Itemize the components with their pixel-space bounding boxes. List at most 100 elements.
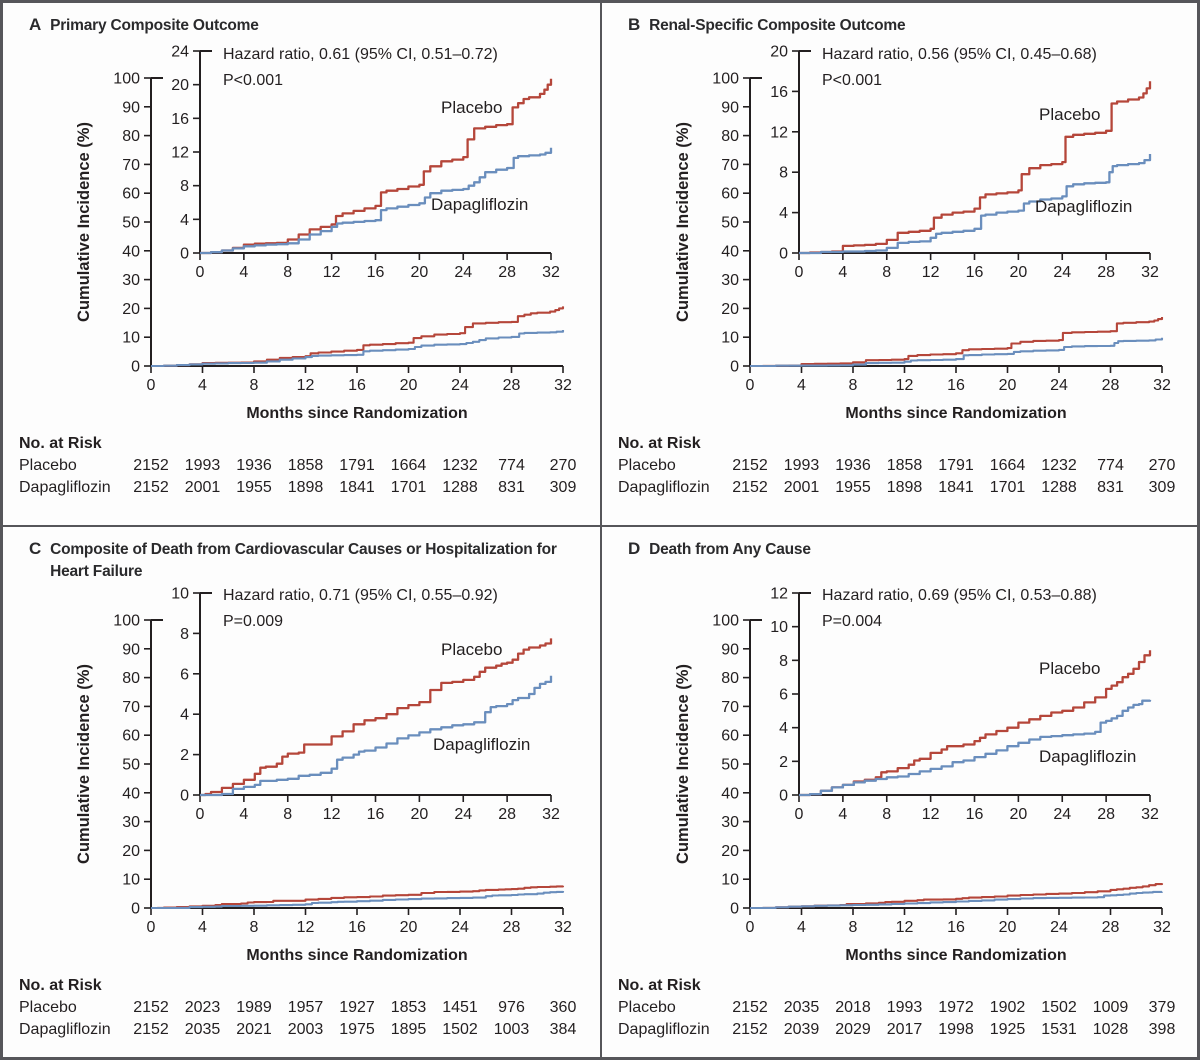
no-at-risk-value: 1232 — [442, 457, 478, 474]
main-y-tick-label: 60 — [721, 186, 739, 203]
no-at-risk-value: 2039 — [784, 1021, 820, 1038]
no-at-risk-value: 398 — [1149, 1021, 1176, 1038]
inset-y-tick-label: 8 — [779, 653, 788, 670]
main-y-tick-label: 100 — [712, 71, 739, 88]
no-at-risk-row-label: Dapagliflozin — [19, 479, 111, 496]
no-at-risk-value: 1664 — [391, 457, 427, 474]
inset-x-tick-label: 28 — [1097, 264, 1115, 281]
no-at-risk-value: 2152 — [133, 479, 169, 496]
main-y-tick-label: 80 — [122, 128, 140, 145]
inset-x-tick-label: 24 — [1053, 806, 1071, 823]
panel-a: A Primary Composite Outcome 0 10 20 30 40 50 6… — [3, 3, 600, 525]
main-x-tick-label: 28 — [503, 377, 521, 394]
no-at-risk-value: 831 — [498, 479, 525, 496]
no-at-risk-value: 2001 — [784, 479, 820, 496]
x-axis-label: Months since Randomization — [246, 405, 467, 422]
inset-x-tick-label: 12 — [323, 264, 341, 281]
main-x-tick-label: 8 — [849, 377, 858, 394]
main-y-tick-label: 30 — [721, 814, 739, 831]
hazard-ratio-annotation: Hazard ratio, 0.56 (95% CI, 0.45–0.68) — [822, 46, 1097, 63]
main-y-tick-label: 10 — [122, 872, 140, 889]
no-at-risk-value: 2018 — [835, 999, 871, 1016]
panel-a-title-text: Primary Composite Outcome — [50, 17, 259, 34]
main-y-tick-label: 60 — [122, 186, 140, 203]
no-at-risk-value: 1989 — [236, 999, 272, 1016]
no-at-risk-value: 2152 — [732, 999, 768, 1016]
inset-x-tick-label: 32 — [1141, 806, 1159, 823]
no-at-risk-value: 1955 — [236, 479, 272, 496]
panel-c-letter: C — [29, 539, 42, 558]
dapagliflozin-curve-label: Dapagliflozin — [1035, 197, 1132, 216]
main-y-tick-label: 20 — [721, 301, 739, 318]
main-x-tick-label: 32 — [554, 377, 572, 394]
inset-x-tick-label: 0 — [795, 806, 804, 823]
no-at-risk-value: 976 — [498, 999, 525, 1016]
inset-x-tick-label: 4 — [239, 806, 248, 823]
inset-x-tick-label: 4 — [838, 806, 847, 823]
no-at-risk-value: 1841 — [339, 479, 375, 496]
inset-y-tick-label: 10 — [171, 586, 189, 603]
main-x-tick-label: 4 — [797, 377, 806, 394]
placebo-curve-main — [151, 885, 565, 910]
main-x-tick-label: 12 — [297, 377, 315, 394]
no-at-risk-value: 1288 — [442, 479, 478, 496]
main-y-tick-label: 70 — [721, 157, 739, 174]
no-at-risk-value: 1858 — [887, 457, 923, 474]
no-at-risk-value: 1972 — [938, 999, 974, 1016]
inset-y-tick-label: 20 — [171, 77, 189, 94]
inset-x-tick-label: 20 — [410, 806, 428, 823]
inset-x-tick-label: 20 — [1009, 264, 1027, 281]
placebo-curve-inset — [200, 638, 553, 797]
main-x-tick-label: 24 — [451, 919, 469, 936]
main-x-tick-label: 24 — [1050, 919, 1068, 936]
no-at-risk-value: 2035 — [185, 1021, 221, 1038]
no-at-risk-value: 1853 — [391, 999, 427, 1016]
main-x-tick-label: 28 — [1102, 377, 1120, 394]
no-at-risk-value: 1531 — [1041, 1021, 1077, 1038]
dapagliflozin-curve-inset — [200, 147, 553, 255]
inset-y-tick-label: 8 — [779, 165, 788, 182]
panel-d-letter: D — [628, 539, 641, 558]
main-y-tick-label: 50 — [122, 757, 140, 774]
inset-x-tick-label: 0 — [795, 264, 804, 281]
no-at-risk-value: 2152 — [732, 479, 768, 496]
no-at-risk-row-label: Placebo — [618, 999, 676, 1016]
main-y-tick-label: 10 — [721, 872, 739, 889]
main-x-tick-label: 24 — [451, 377, 469, 394]
no-at-risk-value: 774 — [1097, 457, 1124, 474]
main-y-tick-label: 20 — [122, 843, 140, 860]
x-axis-label: Months since Randomization — [845, 947, 1066, 964]
inset-x-tick-label: 8 — [882, 806, 891, 823]
inset-y-tick-label: 24 — [171, 44, 189, 61]
no-at-risk-value: 831 — [1097, 479, 1124, 496]
main-y-tick-label: 70 — [122, 157, 140, 174]
main-y-tick-label: 40 — [122, 785, 140, 802]
no-at-risk-value: 1898 — [887, 479, 923, 496]
x-axis-label: Months since Randomization — [845, 405, 1066, 422]
main-x-tick-label: 0 — [746, 377, 755, 394]
main-x-tick-label: 16 — [348, 377, 366, 394]
inset-x-tick-label: 12 — [922, 806, 940, 823]
no-at-risk-row-label: Dapagliflozin — [618, 1021, 710, 1038]
placebo-curve-label: Placebo — [1039, 105, 1100, 124]
dapagliflozin-curve-main — [750, 890, 1164, 910]
inset-y-tick-label: 8 — [180, 626, 189, 643]
main-y-tick-label: 30 — [122, 814, 140, 831]
no-at-risk-value: 1957 — [288, 999, 324, 1016]
main-y-tick-label: 0 — [131, 901, 140, 918]
no-at-risk-row-label: Dapagliflozin — [618, 479, 710, 496]
inset-y-tick-label: 0 — [779, 788, 788, 805]
inset-x-tick-label: 32 — [542, 264, 560, 281]
no-at-risk-value: 1502 — [442, 1021, 478, 1038]
dapagliflozin-curve-main — [151, 330, 565, 368]
main-y-tick-label: 40 — [122, 243, 140, 260]
no-at-risk-value: 1858 — [288, 457, 324, 474]
inset-x-tick-label: 12 — [922, 264, 940, 281]
main-y-tick-label: 20 — [721, 843, 739, 860]
no-at-risk-header: No. at Risk — [618, 435, 701, 452]
main-y-tick-label: 10 — [122, 330, 140, 347]
main-y-tick-label: 50 — [721, 757, 739, 774]
inset-y-tick-label: 4 — [779, 205, 788, 222]
inset-x-tick-label: 8 — [882, 264, 891, 281]
